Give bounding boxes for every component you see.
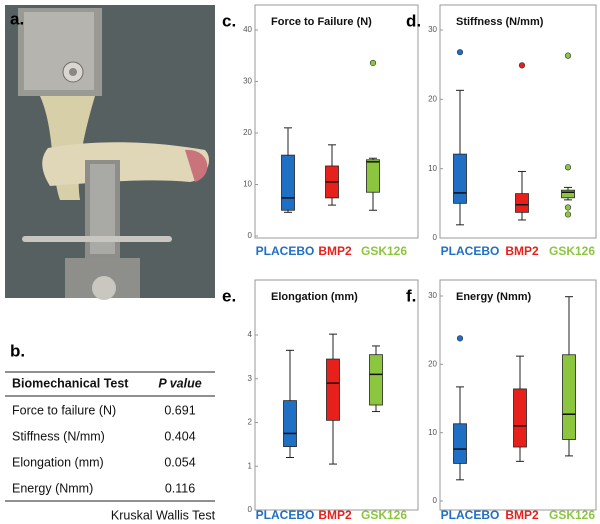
- x-tick-label: GSK126: [549, 244, 595, 258]
- y-tick-label: 0: [248, 505, 253, 514]
- y-tick-label: 20: [428, 94, 437, 103]
- y-tick-label: 3: [248, 374, 253, 383]
- table-cell: Stiffness (N/mm): [12, 429, 105, 443]
- panel-label: c.: [222, 11, 236, 30]
- x-tick-label: PLACEBO: [441, 508, 500, 522]
- x-tick-label: BMP2: [505, 244, 539, 258]
- chart-title: Stiffness (N/mm): [456, 16, 544, 28]
- box: [366, 159, 380, 193]
- x-tick-label: BMP2: [505, 508, 539, 522]
- table-cell: 0.404: [164, 429, 195, 443]
- table: Biomechanical Test P value Force to failur…: [5, 371, 216, 522]
- x-tick-label: PLACEBO: [256, 244, 315, 258]
- box: [453, 153, 467, 204]
- table-cell: 0.691: [164, 403, 195, 417]
- box: [369, 354, 383, 406]
- outlier: [456, 335, 464, 342]
- table-cell: Elongation (mm): [12, 455, 104, 469]
- box: [515, 193, 529, 213]
- y-tick-label: 0: [248, 231, 253, 240]
- y-tick-label: 1: [248, 461, 253, 470]
- y-tick-label: 2: [248, 418, 253, 427]
- panel-label: b.: [10, 341, 25, 360]
- chart-title: Energy (Nmm): [456, 291, 532, 303]
- panel-label: f.: [406, 286, 416, 305]
- table-cell: Force to failure (N): [12, 403, 116, 417]
- box: [281, 154, 295, 211]
- photo: [5, 5, 215, 300]
- table-cell: 0.054: [164, 455, 195, 469]
- y-tick-label: 30: [428, 291, 437, 300]
- chart: d. Stiffness (N/mm) 0 10 20 30 PLACEBO BMP2 GSK1…: [406, 4, 597, 258]
- y-tick-label: 30: [243, 77, 252, 86]
- x-tick-label: PLACEBO: [256, 508, 315, 522]
- chart: e. Elongation (mm) 0 1 2 3 4 PLACEBO BMP2 GSK126: [222, 279, 419, 522]
- x-tick-label: GSK126: [361, 508, 407, 522]
- table-cell: 0.116: [165, 481, 195, 495]
- y-tick-label: 0: [433, 496, 438, 505]
- chart: f. Energy (Nmm) 0 10 20 30 PLACEBO BMP2 GSK126: [406, 279, 597, 522]
- outlier: [564, 164, 572, 171]
- x-tick-label: BMP2: [318, 508, 352, 522]
- panel-label: d.: [406, 11, 421, 30]
- table-header: Biomechanical Test: [12, 376, 129, 390]
- outlier: [564, 52, 572, 59]
- x-tick-label: BMP2: [318, 244, 352, 258]
- y-tick-label: 0: [433, 233, 438, 242]
- y-tick-label: 10: [243, 180, 252, 189]
- outlier: [564, 211, 572, 218]
- box: [326, 358, 340, 421]
- y-tick-label: 4: [248, 330, 253, 339]
- box: [561, 189, 575, 199]
- box: [283, 400, 297, 447]
- table-note: Kruskal Wallis Test: [111, 508, 216, 522]
- box: [562, 354, 576, 440]
- y-tick-label: 10: [428, 164, 437, 173]
- y-tick-label: 40: [243, 25, 252, 34]
- outlier: [518, 62, 526, 69]
- y-tick-label: 20: [243, 128, 252, 137]
- outlier: [456, 49, 464, 56]
- plot-frame: [254, 4, 419, 239]
- box: [513, 388, 527, 448]
- x-tick-label: GSK126: [361, 244, 407, 258]
- y-tick-label: 30: [428, 25, 437, 34]
- y-tick-label: 20: [428, 359, 437, 368]
- outlier: [564, 204, 572, 211]
- table-cell: Energy (Nmm): [12, 481, 93, 495]
- chart-title: Force to Failure (N): [271, 16, 372, 28]
- table-header: P value: [158, 376, 201, 390]
- chart-title: Elongation (mm): [271, 291, 358, 303]
- panel-label: e.: [222, 286, 236, 305]
- box: [453, 423, 467, 464]
- panel-label: a.: [10, 9, 24, 28]
- outlier: [369, 59, 377, 67]
- x-tick-label: GSK126: [549, 508, 595, 522]
- x-tick-label: PLACEBO: [441, 244, 500, 258]
- chart: c. Force to Failure (N) 0 10 20 30 40 PLACEBO BM…: [222, 4, 419, 258]
- y-tick-label: 10: [428, 428, 437, 437]
